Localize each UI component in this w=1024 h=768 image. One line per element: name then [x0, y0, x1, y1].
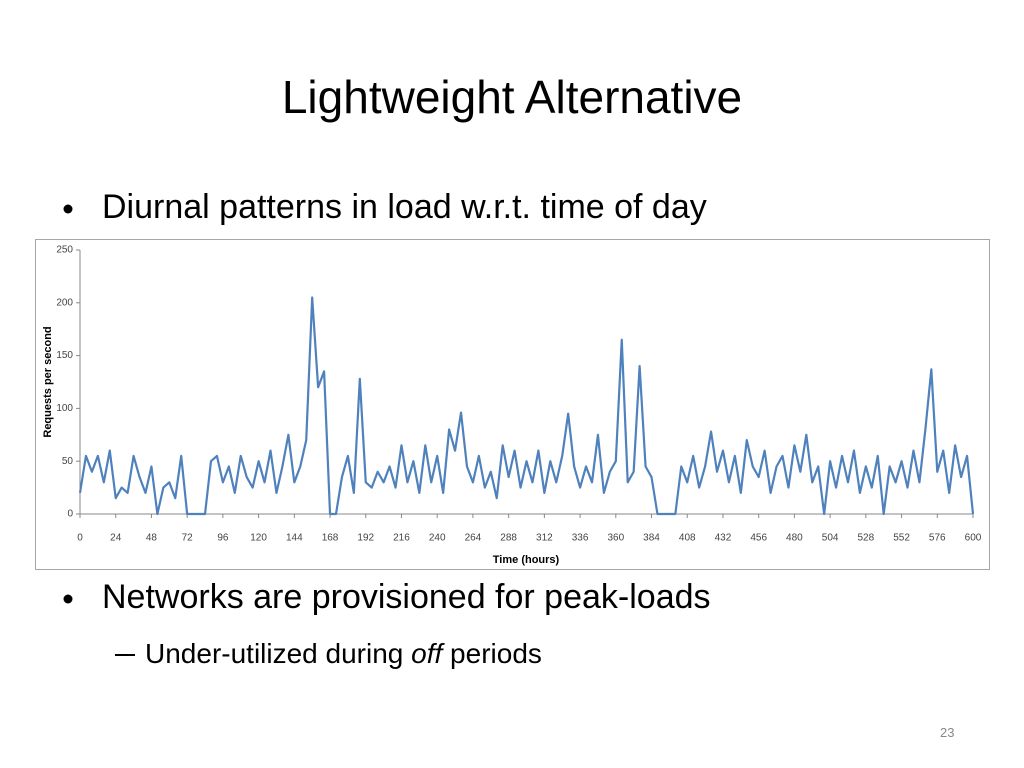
y-tick-label: 200	[56, 297, 73, 308]
bullet-marker	[63, 204, 73, 214]
x-tick-label: 192	[357, 533, 374, 544]
x-tick-label: 552	[893, 533, 910, 544]
x-tick-label: 360	[607, 533, 624, 544]
chart: Time (hours) Requests per second 0 50 100 1…	[35, 239, 990, 570]
y-tick-label: 100	[56, 403, 73, 414]
x-tick-label: 576	[929, 533, 946, 544]
x-tick-label: 288	[500, 533, 517, 544]
x-tick-label: 120	[250, 533, 267, 544]
x-tick-label: 384	[643, 533, 660, 544]
x-tick-label: 240	[429, 533, 446, 544]
x-tick-label: 24	[110, 533, 122, 544]
x-tick-label: 168	[322, 533, 339, 544]
x-tick-label: 72	[182, 533, 194, 544]
sub-bullet: Under-utilized during off periods	[145, 638, 542, 670]
x-tick-label: 336	[572, 533, 589, 544]
x-tick-label: 504	[822, 533, 839, 544]
slide-title: Lightweight Alternative	[281, 71, 743, 123]
x-tick-label: 528	[857, 533, 874, 544]
data-line	[78, 296, 975, 516]
x-tick-label: 96	[217, 533, 229, 544]
x-tick-label: 144	[286, 533, 303, 544]
x-tick-label: 312	[536, 533, 553, 544]
bullet: Networks are provisioned for peak-loads	[102, 578, 711, 616]
bullet: Diurnal patterns in load w.r.t. time of …	[102, 188, 707, 226]
x-tick-label: 0	[77, 533, 83, 544]
y-tick-label: 150	[56, 350, 73, 361]
x-tick-label: 432	[715, 533, 732, 544]
y-tick-label: 50	[62, 456, 74, 467]
y-axis-label: Requests per second	[42, 326, 54, 437]
x-tick-label: 456	[750, 533, 767, 544]
page-number: 23	[940, 725, 955, 740]
x-tick-label: 216	[393, 533, 410, 544]
sub-bullet-marker	[115, 654, 135, 656]
y-tick-label: 0	[67, 509, 73, 520]
bullet-marker	[63, 594, 73, 604]
text: periods	[442, 638, 542, 669]
x-tick-label: 264	[465, 533, 482, 544]
y-tick-label: 250	[56, 245, 73, 256]
emphasis: off	[411, 638, 443, 669]
x-tick-label: 408	[679, 533, 696, 544]
x-tick-label: 480	[786, 533, 803, 544]
x-axis-label: Time (hours)	[493, 554, 560, 566]
text: Under-utilized during	[145, 638, 412, 669]
x-tick-label: 48	[146, 533, 158, 544]
x-tick-label: 600	[965, 533, 982, 544]
